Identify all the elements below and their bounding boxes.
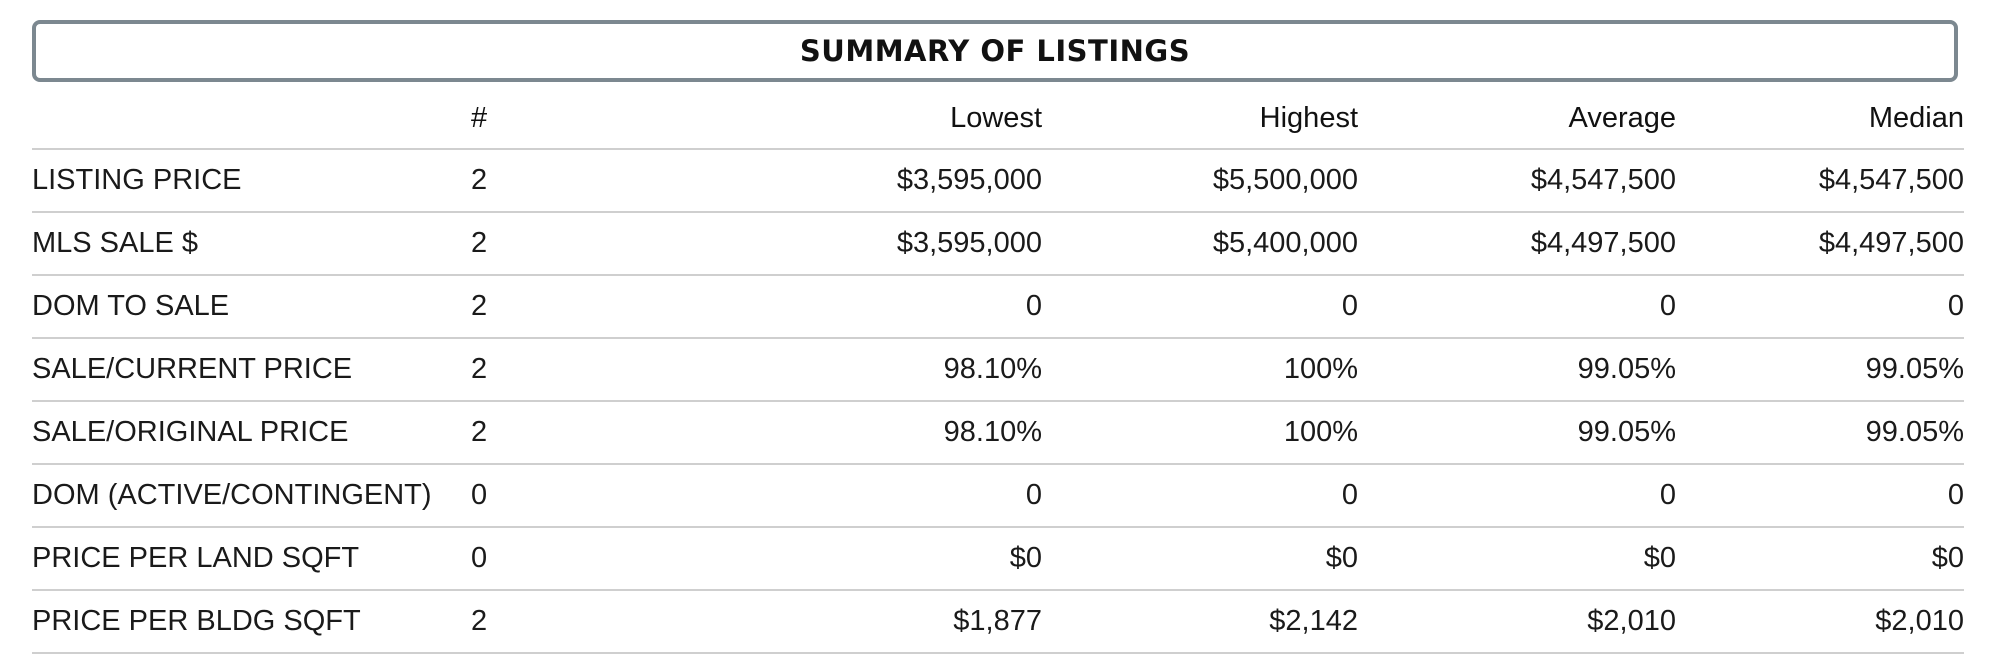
- row-highest: 100%: [1042, 338, 1358, 402]
- row-lowest: $0: [621, 527, 1042, 591]
- row-highest: $0: [1042, 527, 1358, 591]
- row-count: 2: [471, 338, 621, 402]
- row-median: 0: [1676, 275, 1964, 339]
- row-count: 2: [471, 149, 621, 213]
- table-row: SALE/ORIGINAL PRICE 2 98.10% 100% 99.05%…: [32, 401, 1964, 465]
- row-count: 2: [471, 275, 621, 339]
- row-median: 99.05%: [1676, 338, 1964, 402]
- row-count: 0: [471, 527, 621, 591]
- row-highest: 0: [1042, 464, 1358, 528]
- row-average: $0: [1358, 527, 1676, 591]
- header-highest: Highest: [1042, 88, 1358, 150]
- row-highest: 100%: [1042, 401, 1358, 465]
- row-label: PRICE PER BLDG SQFT: [32, 590, 471, 654]
- summary-title: SUMMARY OF LISTINGS: [799, 34, 1191, 68]
- row-label: DOM (ACTIVE/CONTINGENT): [32, 464, 471, 528]
- header-lowest: Lowest: [621, 88, 1042, 150]
- row-median: 99.05%: [1676, 401, 1964, 465]
- row-label: SALE/CURRENT PRICE: [32, 338, 471, 402]
- row-highest: $5,500,000: [1042, 149, 1358, 213]
- row-label: PRICE PER LAND SQFT: [32, 527, 471, 591]
- row-average: 99.05%: [1358, 401, 1676, 465]
- header-average: Average: [1358, 88, 1676, 150]
- row-count: 2: [471, 212, 621, 276]
- header-label: [32, 88, 471, 150]
- row-highest: 0: [1042, 275, 1358, 339]
- table-row: PRICE PER LAND SQFT 0 $0 $0 $0 $0: [32, 527, 1964, 591]
- row-lowest: 98.10%: [621, 401, 1042, 465]
- header-median: Median: [1676, 88, 1964, 150]
- row-lowest: 0: [621, 464, 1042, 528]
- row-average: 99.05%: [1358, 338, 1676, 402]
- row-count: 0: [471, 464, 621, 528]
- table-row: SALE/CURRENT PRICE 2 98.10% 100% 99.05% …: [32, 338, 1964, 402]
- table-row: LISTING PRICE 2 $3,595,000 $5,500,000 $4…: [32, 149, 1964, 213]
- row-average: $4,547,500: [1358, 149, 1676, 213]
- header-count: #: [471, 88, 621, 150]
- row-average: 0: [1358, 464, 1676, 528]
- row-label: MLS SALE $: [32, 212, 471, 276]
- row-lowest: 98.10%: [621, 338, 1042, 402]
- summary-table: # Lowest Highest Average Median LISTING …: [32, 88, 1964, 654]
- row-median: $4,497,500: [1676, 212, 1964, 276]
- table-row: PRICE PER BLDG SQFT 2 $1,877 $2,142 $2,0…: [32, 590, 1964, 654]
- row-average: $4,497,500: [1358, 212, 1676, 276]
- row-highest: $2,142: [1042, 590, 1358, 654]
- row-median: 0: [1676, 464, 1964, 528]
- table-row: MLS SALE $ 2 $3,595,000 $5,400,000 $4,49…: [32, 212, 1964, 276]
- row-label: SALE/ORIGINAL PRICE: [32, 401, 471, 465]
- row-count: 2: [471, 590, 621, 654]
- row-average: $2,010: [1358, 590, 1676, 654]
- row-count: 2: [471, 401, 621, 465]
- header-row: # Lowest Highest Average Median: [32, 88, 1964, 150]
- row-lowest: $1,877: [621, 590, 1042, 654]
- row-highest: $5,400,000: [1042, 212, 1358, 276]
- table-row: DOM (ACTIVE/CONTINGENT) 0 0 0 0 0: [32, 464, 1964, 528]
- row-lowest: $3,595,000: [621, 149, 1042, 213]
- row-label: LISTING PRICE: [32, 149, 471, 213]
- table-row: DOM TO SALE 2 0 0 0 0: [32, 275, 1964, 339]
- row-median: $0: [1676, 527, 1964, 591]
- row-median: $2,010: [1676, 590, 1964, 654]
- summary-title-box: SUMMARY OF LISTINGS: [32, 20, 1958, 82]
- row-lowest: $3,595,000: [621, 212, 1042, 276]
- row-label: DOM TO SALE: [32, 275, 471, 339]
- row-lowest: 0: [621, 275, 1042, 339]
- row-median: $4,547,500: [1676, 149, 1964, 213]
- row-average: 0: [1358, 275, 1676, 339]
